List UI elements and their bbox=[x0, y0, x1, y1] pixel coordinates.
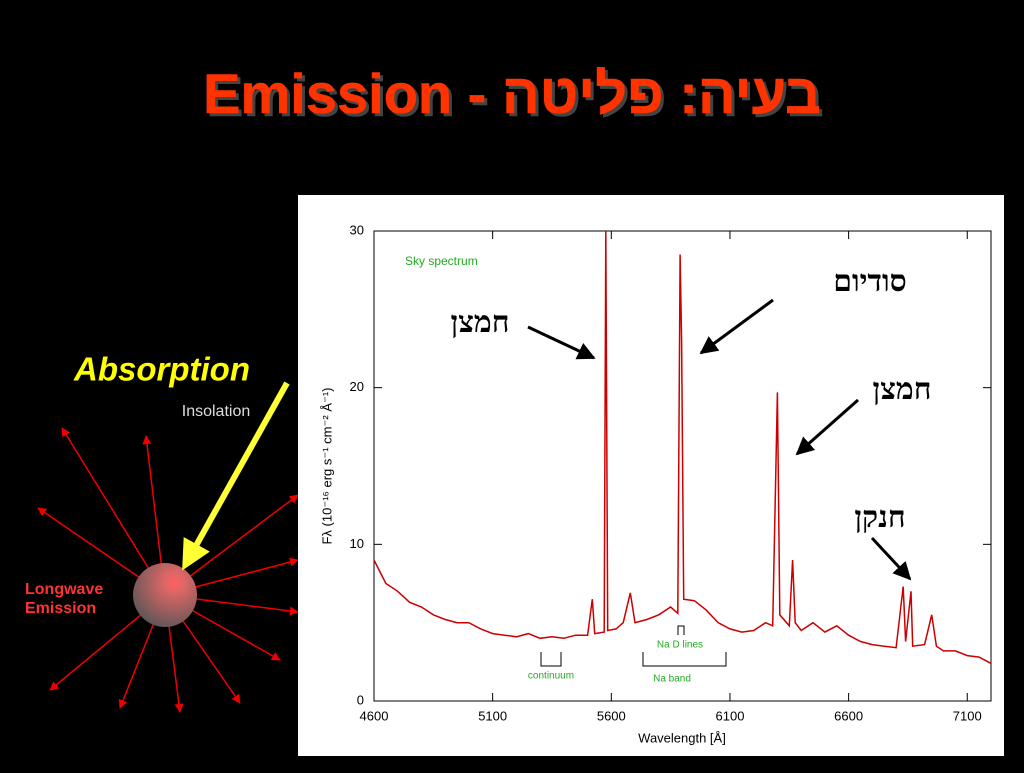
annotation: חנקן bbox=[854, 501, 905, 534]
x-tick-label: 4600 bbox=[360, 708, 389, 723]
x-axis-label: Wavelength [Å] bbox=[638, 730, 726, 745]
annotation: חמצן bbox=[451, 306, 510, 339]
annotation: continuum bbox=[528, 671, 574, 682]
plot-frame bbox=[373, 230, 992, 702]
annotation-arrows bbox=[527, 298, 912, 581]
y-tick-label: 30 bbox=[350, 222, 364, 237]
annotation: סודיום bbox=[833, 265, 906, 298]
spectrum-line bbox=[373, 230, 992, 665]
x-tick-label: 6100 bbox=[716, 708, 745, 723]
insolation-arrow bbox=[182, 381, 290, 571]
chart: Wavelength [Å] Fλ (10⁻¹⁶ erg s⁻¹ cm⁻² Å⁻… bbox=[298, 195, 1004, 756]
longwave-label: Longwave bbox=[25, 581, 103, 598]
annotation: חמצן bbox=[873, 373, 932, 406]
longwave-label: Emission bbox=[25, 600, 96, 617]
annotation: Na band bbox=[653, 674, 691, 685]
x-tick-label: 6600 bbox=[834, 708, 863, 723]
x-tick-label: 5100 bbox=[478, 708, 507, 723]
absorption-label: Absorption bbox=[73, 351, 250, 388]
insolation-label: Insolation bbox=[182, 403, 251, 420]
y-tick-label: 20 bbox=[350, 379, 364, 394]
slide-title: Emission - בעיה: פליטה bbox=[203, 62, 821, 125]
y-tick-label: 10 bbox=[350, 536, 364, 551]
brackets bbox=[540, 625, 727, 667]
annotation: Na D lines bbox=[657, 640, 703, 651]
chart-panel bbox=[298, 195, 1004, 756]
planet bbox=[133, 563, 197, 627]
x-tick-label: 5600 bbox=[597, 708, 626, 723]
y-tick-label: 0 bbox=[357, 692, 364, 707]
y-axis-label: Fλ (10⁻¹⁶ erg s⁻¹ cm⁻² Å⁻¹) bbox=[319, 387, 334, 544]
x-tick-label: 7100 bbox=[953, 708, 982, 723]
annotation: Sky spectrum bbox=[405, 254, 478, 268]
diagram: Absorption Insolation Longwave Emission bbox=[25, 351, 299, 713]
